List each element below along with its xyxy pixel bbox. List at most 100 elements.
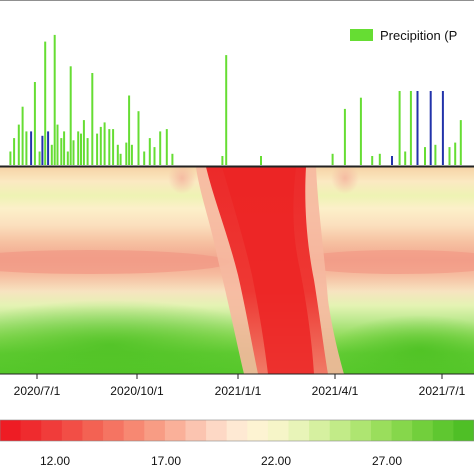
precip-bar [260, 156, 262, 165]
colorbar-cell [123, 420, 145, 441]
precip-bar [398, 91, 401, 165]
x-axis: 2020/7/1 2020/10/1 2021/1/1 2021/4/1 202… [14, 374, 466, 398]
precip-bar [33, 82, 36, 165]
precip-bar [137, 111, 140, 165]
precip-bar [82, 120, 85, 165]
colorbar-cell [391, 420, 413, 441]
colorbar-cell [309, 420, 331, 441]
precip-bar [9, 151, 12, 165]
heatmap-green-patch-2 [330, 315, 474, 374]
colorbar-cell [453, 420, 474, 441]
colorbar-cell [61, 420, 83, 441]
colorbar-cell [267, 420, 290, 441]
precip-bar [13, 138, 16, 165]
colorbar-cell [41, 420, 63, 441]
precip-bar [30, 131, 33, 165]
colorbar: 12.00 17.00 22.00 27.00 [0, 419, 474, 468]
colorbar-cell [0, 420, 22, 441]
colorbar-tick-label: 27.00 [372, 454, 402, 468]
colorbar-frame [0, 419, 474, 442]
precip-bar [128, 95, 131, 165]
precip-bar [130, 144, 133, 165]
precip-bar [119, 153, 122, 165]
x-tick-label: 2020/10/1 [110, 384, 164, 398]
colorbar-cells [0, 420, 474, 441]
precip-bar [91, 73, 94, 165]
precip-bar [38, 151, 41, 165]
precip-bar [41, 135, 44, 165]
colorbar-cell [247, 420, 269, 441]
precipitation-bars [9, 34, 462, 166]
precip-bar [454, 142, 457, 165]
x-tick-label: 2021/4/1 [312, 384, 359, 398]
precip-bar [409, 91, 412, 165]
precip-bar [53, 34, 56, 166]
heatmap-cold-plume-core [222, 167, 314, 374]
x-tick-label: 2021/1/1 [215, 384, 262, 398]
precip-bar [17, 124, 20, 165]
precip-bar [66, 151, 69, 165]
precip-bar [424, 147, 426, 165]
colorbar-cell [288, 420, 310, 441]
x-tick-label: 2020/7/1 [14, 384, 61, 398]
colorbar-tick-label: 12.00 [40, 454, 70, 468]
precip-bar [459, 120, 462, 165]
precip-bar [108, 129, 111, 165]
colorbar-cell [329, 420, 351, 441]
precip-bar [125, 142, 128, 165]
precip-bar [165, 129, 168, 165]
colorbar-tick-label: 17.00 [151, 454, 181, 468]
precip-bar [69, 66, 72, 165]
precip-bar [63, 131, 66, 165]
precip-bar [225, 55, 228, 165]
heatmap-green-patch-1 [0, 300, 280, 374]
colorbar-cell [370, 420, 393, 441]
precip-bar [153, 147, 156, 165]
precip-bar [148, 138, 151, 165]
colorbar-cell [164, 420, 186, 441]
precip-bar [72, 140, 75, 165]
colorbar-cell [82, 420, 104, 441]
colorbar-cell [350, 420, 372, 441]
precip-bar [47, 131, 50, 165]
precip-bar [21, 106, 24, 165]
precip-bar [441, 91, 444, 165]
precip-bar [159, 131, 162, 165]
colorbar-tick-label: 22.00 [261, 454, 291, 468]
heatmap-warm-spot-1 [168, 167, 196, 194]
colorbar-cell [206, 420, 228, 441]
precip-bar [80, 133, 82, 165]
precip-bar [143, 151, 146, 165]
precip-bar [116, 144, 119, 165]
precip-bar [391, 156, 393, 165]
precip-bar [359, 97, 362, 165]
precip-bar [96, 133, 99, 165]
precip-bar [416, 91, 419, 165]
precip-bar [60, 138, 63, 165]
precip-bar [378, 153, 381, 165]
precip-bar [434, 144, 437, 165]
precip-bar [343, 108, 346, 165]
precipitation-panel: Precipition (P [0, 0, 474, 167]
x-tick-label: 2021/7/1 [419, 384, 466, 398]
precip-bar [50, 144, 53, 165]
colorbar-cell [185, 420, 207, 441]
colorbar-cell [144, 420, 166, 441]
precip-bar [448, 147, 451, 165]
precip-bar [103, 122, 106, 165]
colorbar-cell [103, 420, 125, 441]
precip-bar [171, 153, 174, 165]
heatmap-red-band-right [290, 250, 474, 274]
precip-bar [99, 126, 102, 165]
precip-bar [221, 156, 224, 165]
legend-swatch [350, 29, 373, 41]
precip-bar [56, 124, 59, 165]
heatmap-red-band-left [0, 250, 230, 274]
heatmap-warm-spot-2 [331, 167, 359, 194]
colorbar-cell [432, 420, 454, 441]
precip-bar [331, 153, 334, 165]
precip-bar [429, 91, 432, 165]
colorbar-cell [20, 420, 42, 441]
colorbar-cell [226, 420, 248, 441]
